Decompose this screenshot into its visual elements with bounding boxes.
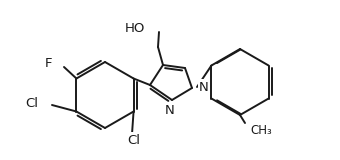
Text: Cl: Cl: [25, 96, 38, 109]
Text: CH₃: CH₃: [250, 124, 272, 137]
Text: HO: HO: [125, 21, 145, 35]
Text: F: F: [45, 56, 52, 69]
Text: N: N: [165, 104, 175, 116]
Text: N: N: [199, 80, 209, 93]
Text: Cl: Cl: [128, 133, 140, 147]
